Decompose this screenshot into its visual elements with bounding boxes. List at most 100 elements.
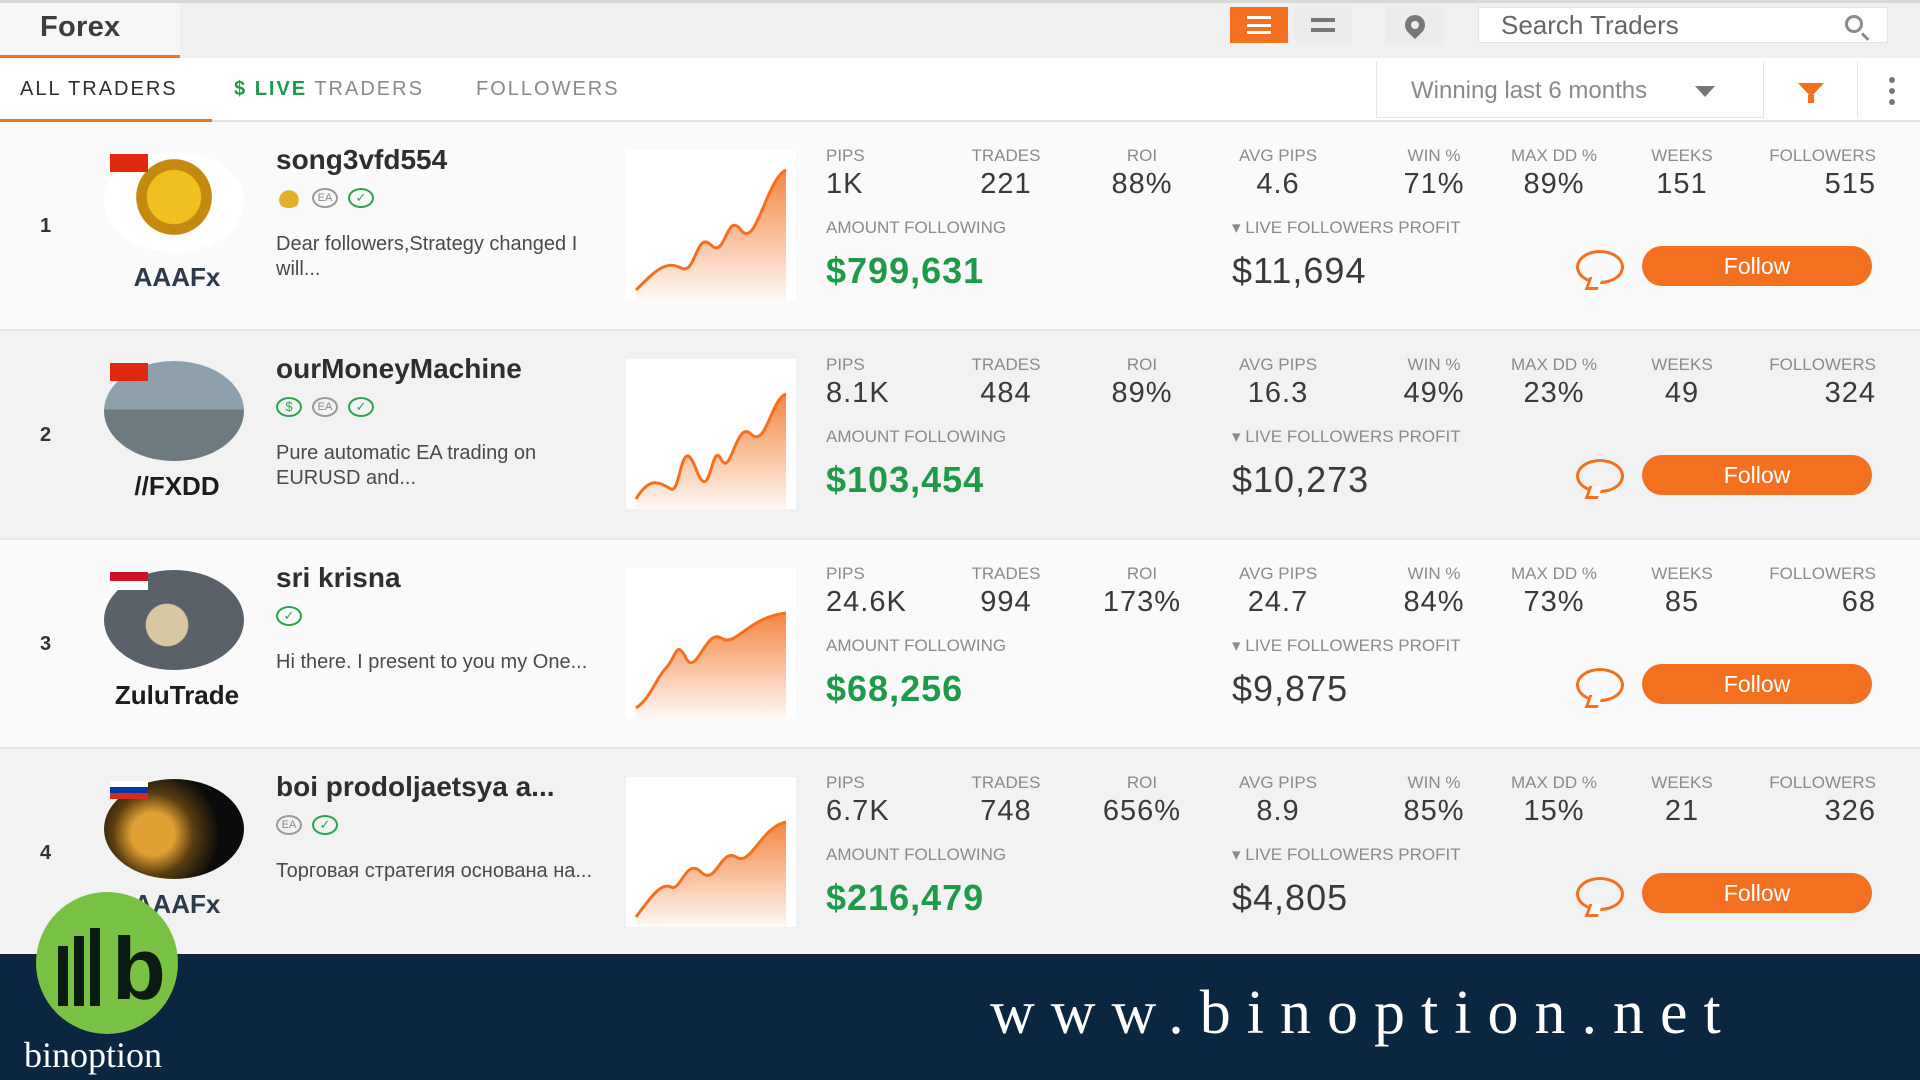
stat-value-trades: 221 (980, 168, 1032, 200)
chevron-down-icon (1695, 86, 1715, 97)
stat-value-trades: 994 (980, 586, 1032, 618)
follow-button[interactable]: Follow (1642, 246, 1872, 286)
tab-live-traders[interactable]: $ LIVE TRADERS (234, 78, 424, 101)
trader-name[interactable]: boi prodoljaetsya a... (276, 771, 555, 802)
filter-button[interactable] (1764, 62, 1858, 118)
trader-row[interactable]: 2 //FXDD ourMoneyMachine $ EA ✓ Pure automatic… (0, 331, 1920, 540)
broker-logo: AAAFx (133, 262, 221, 292)
stat-value-trades: 484 (980, 377, 1032, 409)
tab-all-traders[interactable]: ALL TRADERS (20, 78, 178, 101)
stat-label-pips: PIPS (826, 564, 865, 583)
live-profit-label: ▾ LIVE FOLLOWERS PROFIT (1232, 845, 1461, 864)
performance-sparkline[interactable] (626, 359, 796, 509)
stat-label-avg-pips: AVG PIPS (1238, 146, 1318, 165)
trader-rank: 2 (40, 424, 52, 446)
live-profit-value: $9,875 (1232, 668, 1349, 709)
follow-button[interactable]: Follow (1642, 664, 1872, 704)
country-flag-icon (110, 154, 148, 172)
ea-badge-icon: EA (312, 188, 338, 208)
chat-bubble-icon[interactable] (1576, 459, 1624, 493)
forex-tab[interactable]: Forex (0, 3, 180, 58)
stat-label-weeks: WEEKS (1651, 146, 1713, 165)
search-icon[interactable] (1845, 15, 1863, 33)
performance-sparkline[interactable] (626, 777, 796, 927)
footer-banner: www.binoption.net (0, 954, 1920, 1080)
live-profit-label: ▾ LIVE FOLLOWERS PROFIT (1232, 218, 1461, 237)
trader-row[interactable]: 3 ZuluTrade sri krisna ✓ Hi there. I present… (0, 540, 1920, 749)
more-options-button[interactable] (1872, 74, 1912, 108)
stat-label-trades: TRADES (971, 355, 1041, 374)
country-flag-icon (110, 781, 148, 799)
stat-value-followers: 68 (1841, 586, 1876, 618)
stat-label-roi: ROI (1126, 146, 1158, 165)
live-profit-label: ▾ LIVE FOLLOWERS PROFIT (1232, 636, 1461, 655)
ea-badge-icon: EA (276, 815, 302, 835)
trader-description: Pure automatic EA trading on EURUSD and.… (276, 442, 537, 489)
tab-followers[interactable]: FOLLOWERS (476, 78, 620, 101)
performance-sparkline[interactable] (626, 568, 796, 718)
tab-live-word: LIVE (254, 78, 308, 100)
stat-value-weeks: 151 (1656, 168, 1708, 200)
logo-bars-icon (58, 928, 100, 1006)
stat-value-roi: 656% (1102, 795, 1182, 827)
compact-view-button[interactable] (1294, 7, 1352, 43)
search-input[interactable] (1501, 10, 1841, 40)
stat-label-win: WIN % (1407, 564, 1461, 583)
stat-value-win: 71% (1403, 168, 1465, 200)
search-box[interactable] (1478, 7, 1888, 43)
trader-badges: ✓ (276, 606, 302, 626)
list-view-button[interactable] (1230, 7, 1288, 43)
active-tab-indicator (0, 119, 212, 122)
stat-label-max-dd: MAX DD % (1511, 773, 1597, 792)
live-profit-value: $4,805 (1232, 877, 1349, 918)
country-flag-icon (110, 363, 148, 381)
compact-list-icon (1311, 18, 1335, 32)
logo-text: binoption (24, 1035, 163, 1075)
stat-value-followers: 324 (1824, 377, 1876, 409)
trader-name[interactable]: song3vfd554 (276, 144, 448, 175)
tab-live-rest: TRADERS (314, 78, 424, 100)
website-url: www.binoption.net (990, 979, 1737, 1047)
stat-value-trades: 748 (980, 795, 1032, 827)
stat-value-pips: 6.7K (826, 795, 890, 827)
stat-value-win: 49% (1403, 377, 1465, 409)
location-pin-icon (1400, 10, 1430, 40)
trader-description: Торговая стратегия основана на... (276, 860, 593, 882)
trader-description: Hi there. I present to you my One... (276, 651, 588, 673)
stat-value-avg-pips: 8.9 (1256, 795, 1300, 827)
sort-dropdown[interactable]: Winning last 6 months (1376, 62, 1764, 118)
sparkline-line (634, 392, 787, 500)
stat-label-win: WIN % (1407, 355, 1461, 374)
follow-button[interactable]: Follow (1642, 873, 1872, 913)
amount-following-value: $103,454 (826, 459, 985, 500)
top-bar: Forex (0, 0, 1920, 58)
trader-description: Dear followers,Strategy changed I will..… (276, 233, 578, 280)
stat-value-roi: 89% (1111, 377, 1173, 409)
verified-check-icon: ✓ (348, 188, 374, 208)
stat-label-followers: FOLLOWERS (1769, 564, 1876, 583)
stat-value-weeks: 21 (1664, 795, 1700, 827)
trader-name[interactable]: sri krisna (276, 562, 401, 593)
chat-bubble-icon[interactable] (1576, 668, 1624, 702)
sparkline-line (634, 168, 787, 292)
amount-following-label: AMOUNT FOLLOWING (826, 636, 1007, 655)
stat-value-max-dd: 73% (1523, 586, 1585, 618)
ea-badge-icon: EA (312, 397, 338, 417)
stat-value-win: 85% (1403, 795, 1465, 827)
performance-sparkline[interactable] (626, 150, 796, 300)
map-view-button[interactable] (1386, 7, 1444, 43)
sub-nav: ALL TRADERS $ LIVE TRADERS FOLLOWERS Win… (0, 58, 1920, 122)
stat-label-max-dd: MAX DD % (1511, 355, 1597, 374)
trader-badges: EA ✓ (276, 815, 338, 835)
trader-row[interactable]: 4 AAAFx boi prodoljaetsya a... EA ✓ Торговая … (0, 749, 1920, 958)
stat-value-avg-pips: 4.6 (1256, 168, 1300, 200)
chat-bubble-icon[interactable] (1576, 877, 1624, 911)
amount-following-label: AMOUNT FOLLOWING (826, 845, 1007, 864)
broker-logo: ZuluTrade (114, 680, 240, 710)
stat-label-trades: TRADES (971, 773, 1041, 792)
trader-row[interactable]: 1 AAAFx song3vfd554 EA ✓ Dear followers,Strat… (0, 122, 1920, 331)
follow-button[interactable]: Follow (1642, 455, 1872, 495)
list-icon (1247, 16, 1271, 34)
trader-name[interactable]: ourMoneyMachine (276, 353, 522, 384)
chat-bubble-icon[interactable] (1576, 250, 1624, 284)
